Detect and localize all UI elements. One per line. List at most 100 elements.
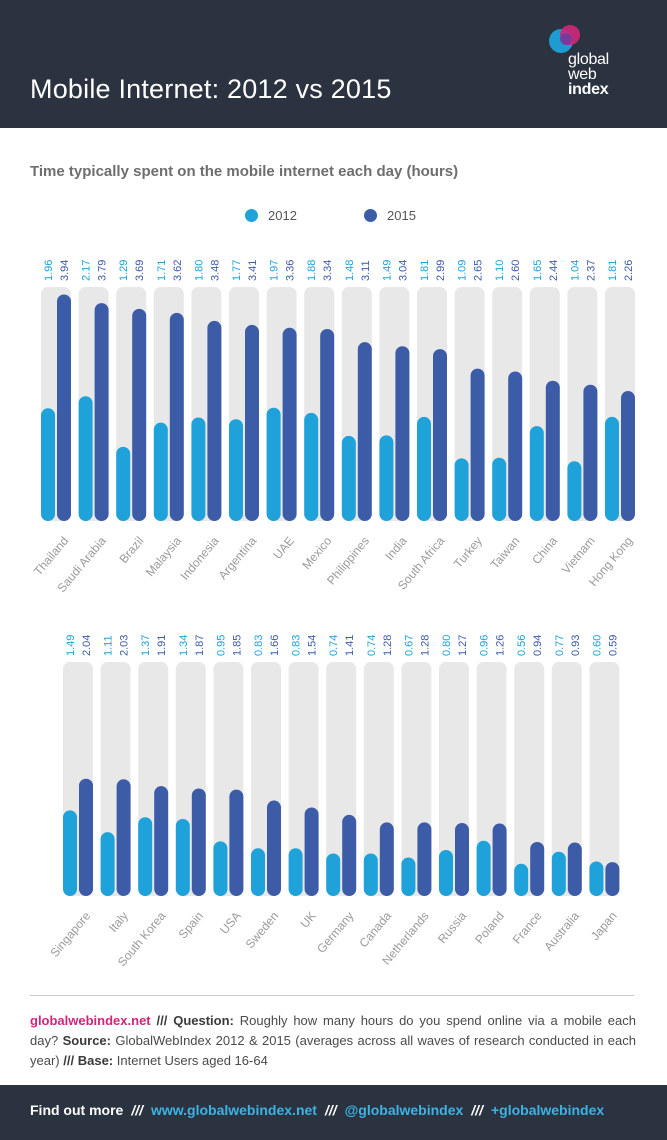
bar-2012-taiwan — [492, 457, 507, 521]
category-label-russia: Russia — [435, 909, 470, 946]
data-label-2012-germany: 0.74 — [328, 635, 340, 656]
bar-2015-uae — [282, 327, 297, 521]
data-label-2015-turkey: 2.65 — [473, 260, 485, 281]
bar-2012-thailand — [41, 408, 55, 521]
category-label-turkey: Turkey — [451, 534, 485, 571]
data-label-2012-canada: 0.74 — [366, 635, 378, 656]
base-text: Internet Users aged 16-64 — [116, 1053, 268, 1068]
category-label-poland: Poland — [472, 909, 507, 947]
brand-logo[interactable]: global web index — [546, 22, 636, 102]
legend-swatch-2015 — [364, 208, 377, 222]
bar-2012-australia — [551, 851, 566, 896]
legend-label-2012: 2012 — [268, 207, 297, 223]
gplus-link[interactable]: +globalwebindex — [490, 1102, 605, 1118]
data-label-2015-brazil: 3.69 — [134, 260, 146, 281]
logo-text-global: global — [568, 51, 609, 68]
bar-2015-spain — [191, 788, 206, 896]
data-label-2012-vietnam: 1.04 — [569, 260, 581, 281]
bar-2015-philippines — [357, 342, 372, 521]
data-label-2015-uk: 1.54 — [307, 635, 319, 656]
data-label-2012-india: 1.49 — [381, 260, 393, 281]
bar-2015-saudi-arabia — [94, 303, 109, 521]
bar-2015-taiwan — [508, 371, 523, 521]
category-label-singapore: Singapore — [47, 909, 93, 960]
logo-text-web: web — [568, 66, 597, 83]
legend-item-2012: 2012 — [245, 205, 297, 225]
bar-2015-vietnam — [583, 384, 598, 521]
data-label-2012-usa: 0.95 — [215, 635, 227, 656]
bar-2015-usa — [229, 789, 244, 896]
data-label-2015-japan: 0.59 — [607, 635, 619, 656]
footer-separator: /// — [131, 1102, 143, 1118]
data-label-2012-philippines: 1.48 — [344, 260, 356, 281]
data-label-2012-australia: 0.77 — [554, 635, 566, 656]
data-label-2015-malaysia: 3.62 — [172, 260, 184, 281]
data-label-2015-netherlands: 1.28 — [419, 635, 431, 656]
website-link[interactable]: www.globalwebindex.net — [151, 1102, 317, 1118]
bar-2015-south-korea — [154, 786, 169, 896]
bar-2015-uk — [304, 807, 319, 896]
chart-legend: 2012 2015 — [0, 205, 667, 225]
footnote-brand-link[interactable]: globalwebindex.net — [30, 1013, 151, 1028]
data-label-2015-china: 2.44 — [548, 260, 560, 281]
bar-track-japan — [589, 662, 620, 896]
category-label-spain: Spain — [176, 909, 206, 942]
data-label-2012-uae: 1.97 — [269, 260, 281, 281]
footer-separator: /// — [324, 1102, 337, 1118]
bar-2015-mexico — [320, 328, 335, 521]
bar-2015-brazil — [132, 308, 147, 521]
category-label-taiwan: Taiwan — [488, 534, 523, 572]
data-label-2012-turkey: 1.09 — [457, 260, 469, 281]
data-label-2012-sweden: 0.83 — [253, 635, 265, 656]
data-label-2015-thailand: 3.94 — [59, 260, 71, 281]
category-label-germany: Germany — [314, 909, 356, 956]
category-label-australia: Australia — [541, 909, 582, 954]
bar-track-france — [514, 662, 545, 896]
data-label-2015-philippines: 3.11 — [360, 260, 372, 281]
bar-2012-russia — [439, 850, 453, 896]
logo-circles-icon — [549, 25, 580, 53]
data-label-2012-thailand: 1.96 — [43, 260, 55, 281]
footer-bar: Find out more /// www.globalwebindex.net //… — [0, 1085, 667, 1140]
bar-2012-poland — [476, 840, 491, 896]
data-label-2012-italy: 1.11 — [103, 635, 115, 656]
base-label: Base: — [77, 1053, 114, 1068]
data-label-2015-spain: 1.87 — [194, 635, 206, 656]
find-out-more-label: Find out more — [30, 1102, 124, 1118]
data-label-2015-india: 3.04 — [397, 260, 409, 281]
bar-2015-turkey — [470, 368, 485, 521]
data-label-2015-poland: 1.26 — [495, 635, 507, 656]
data-label-2012-russia: 0.80 — [441, 635, 453, 656]
question-label: Question: — [173, 1013, 234, 1028]
bar-2015-russia — [455, 822, 469, 896]
bar-2015-sweden — [267, 800, 281, 896]
data-label-2012-china: 1.65 — [532, 260, 544, 281]
bar-2012-singapore — [63, 810, 77, 896]
source-label: Source: — [62, 1033, 111, 1048]
bar-2015-hong-kong — [621, 391, 635, 521]
footnote-separator: /// — [156, 1013, 168, 1028]
data-label-2015-taiwan: 2.60 — [510, 260, 522, 281]
data-label-2015-usa: 1.85 — [231, 635, 243, 656]
data-label-2015-uae: 3.36 — [285, 260, 297, 281]
category-label-argentina: Argentina — [216, 534, 260, 583]
data-label-2015-south-korea: 1.91 — [156, 635, 168, 656]
legend-swatch-2012 — [245, 208, 258, 222]
bar-2012-malaysia — [153, 422, 168, 521]
bar-2012-uae — [266, 407, 281, 521]
bar-2015-canada — [379, 822, 394, 896]
category-label-sweden: Sweden — [243, 909, 282, 951]
data-label-2012-indonesia: 1.80 — [193, 260, 205, 281]
data-label-2012-hong-kong: 1.81 — [607, 260, 619, 281]
footnote: globalwebindex.net /// Question: Roughly… — [30, 1011, 636, 1071]
data-label-2012-saudi-arabia: 2.17 — [81, 260, 93, 281]
data-label-2012-spain: 1.34 — [178, 635, 190, 656]
bar-2015-indonesia — [207, 320, 222, 521]
bar-2015-singapore — [79, 778, 93, 896]
twitter-link[interactable]: @globalwebindex — [344, 1102, 464, 1118]
bar-2012-netherlands — [401, 857, 416, 896]
data-label-2012-south-africa: 1.81 — [419, 260, 431, 281]
logo-text-index: index — [568, 81, 609, 98]
category-label-china: China — [529, 534, 560, 567]
